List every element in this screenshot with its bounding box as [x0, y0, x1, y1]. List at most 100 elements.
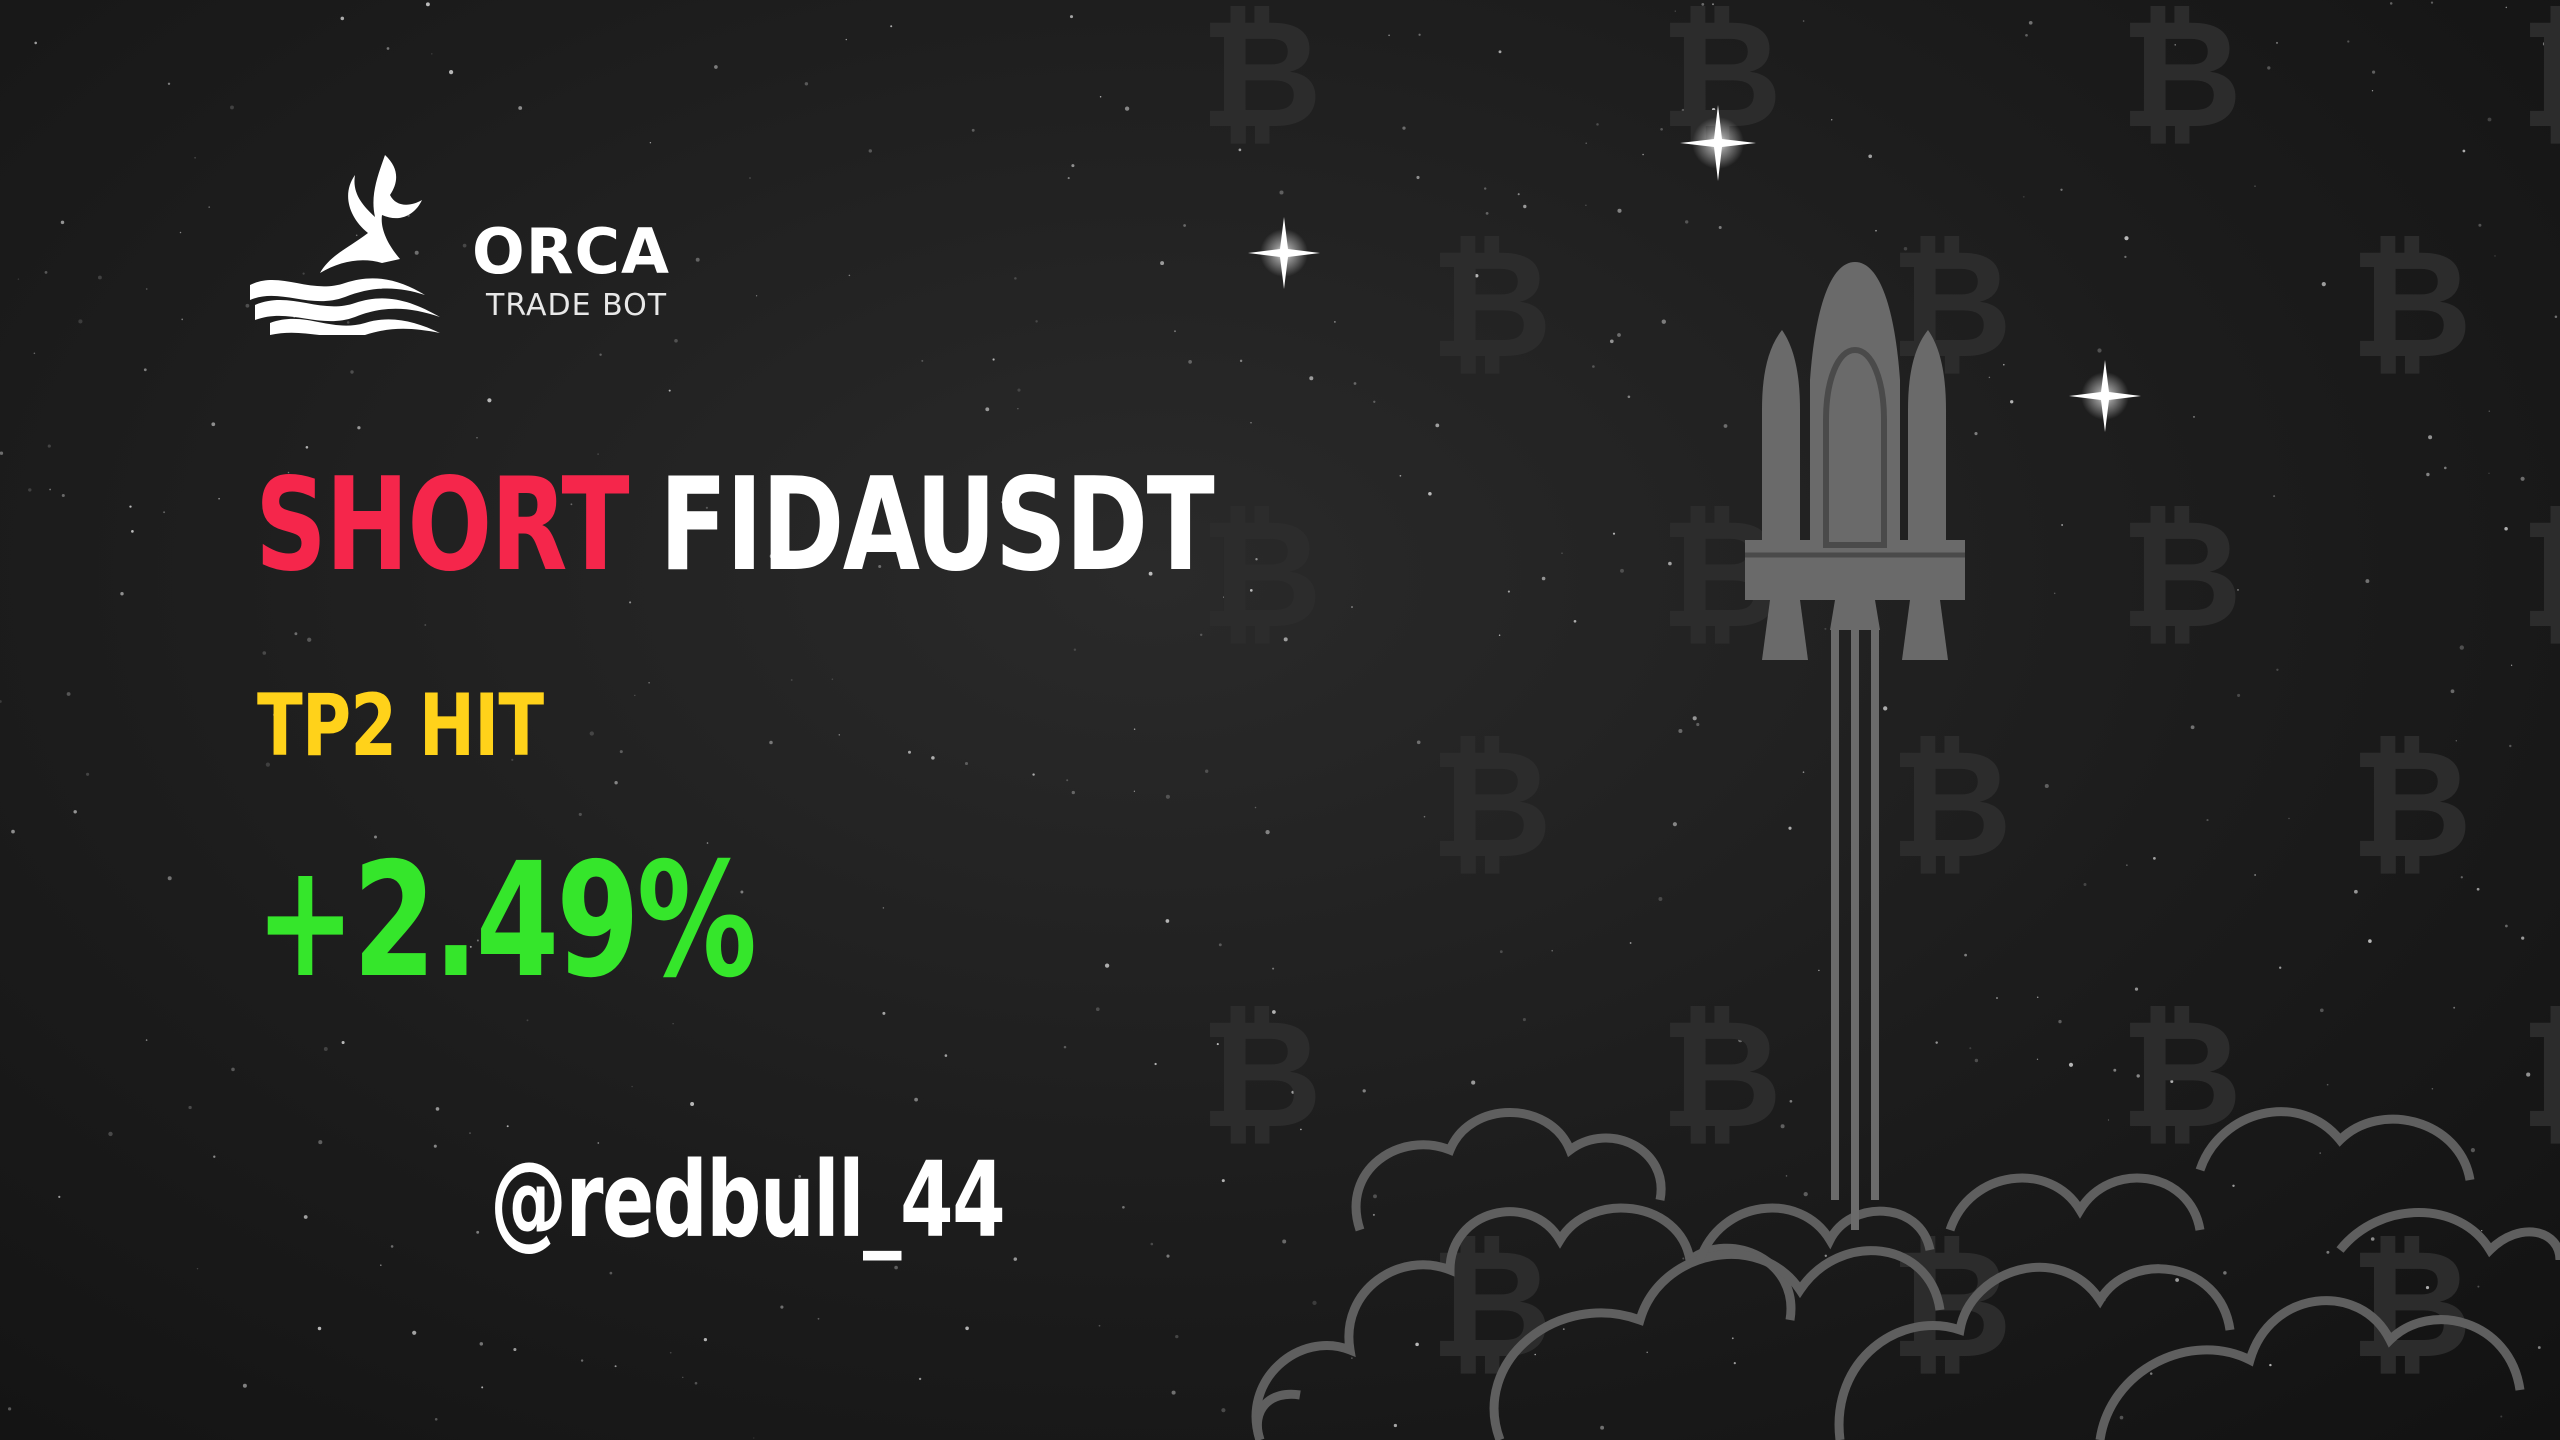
- star-dot: [1013, 1257, 1018, 1261]
- star-dot: [2223, 1271, 2227, 1275]
- star-dot: [2372, 70, 2376, 74]
- bitcoin-icon: ₿: [1430, 218, 1553, 392]
- star-dot: [0, 700, 2, 703]
- star-dot: [469, 1132, 471, 1134]
- star-dot: [1712, 3, 1714, 6]
- star-dot: [2254, 185, 2256, 187]
- star-dot: [194, 156, 196, 159]
- star-dot: [2371, 90, 2374, 92]
- star-dot: [695, 257, 700, 262]
- bitcoin-icon: ₿: [2520, 1000, 2560, 1150]
- star-dot: [307, 637, 312, 642]
- star-dot: [1150, 1242, 1154, 1246]
- star-dot: [355, 234, 358, 237]
- star-dot: [1265, 829, 1270, 835]
- star-dot: [985, 407, 990, 412]
- star-dot: [2113, 1068, 2117, 1072]
- bitcoin-icon: ₿: [2520, 0, 2560, 150]
- star-dot: [1418, 33, 1421, 36]
- star-dot: [1294, 1097, 1298, 1100]
- star-dot: [1658, 897, 1663, 901]
- star-dot: [1221, 1179, 1225, 1183]
- star-dot: [798, 1175, 802, 1178]
- star-dot: [120, 592, 124, 596]
- star-dot: [1067, 177, 1070, 180]
- star-dot: [1474, 273, 1479, 278]
- star-dot: [2428, 435, 2433, 440]
- star-dot: [2025, 33, 2028, 37]
- star-dot: [1399, 474, 1402, 477]
- star-dot: [167, 876, 172, 881]
- star-dot: [2237, 589, 2239, 591]
- star-dot: [1883, 706, 1888, 711]
- bitcoin-icon: ₿: [2120, 488, 2243, 662]
- star-dot: [2254, 874, 2256, 876]
- bitcoin-icon: ₿: [1890, 218, 2013, 392]
- signal-headline: SHORT FIDAUSDT: [255, 462, 1215, 590]
- star-dot: [2083, 883, 2087, 886]
- star-dot: [2462, 149, 2466, 153]
- star-dot: [1216, 1043, 1219, 1046]
- star-dot: [231, 1067, 235, 1072]
- star-dot: [218, 497, 220, 500]
- orca-logo: ORCA TRADE BOT: [250, 155, 690, 335]
- star-dot: [1723, 424, 1728, 428]
- star-dot: [469, 945, 472, 948]
- star-dot: [1165, 919, 1170, 923]
- star-dot: [619, 750, 623, 754]
- star-dot: [476, 437, 478, 439]
- star-dot: [487, 398, 492, 403]
- star-dot: [2476, 887, 2480, 891]
- star-dot: [73, 810, 77, 814]
- star-dot: [1789, 1099, 1793, 1103]
- star-dot: [350, 370, 354, 374]
- star-dot: [17, 278, 20, 280]
- star-dot: [668, 389, 671, 392]
- star-dot: [167, 82, 171, 86]
- star-dot: [425, 2, 430, 7]
- star-dot: [2267, 66, 2271, 70]
- star-dot: [631, 1085, 633, 1088]
- star-dot: [1014, 277, 1017, 280]
- bitcoin-icon: ₿: [1200, 488, 1323, 662]
- star-dot: [302, 272, 305, 275]
- star-dot: [518, 106, 523, 110]
- star-dot: [1464, 815, 1466, 817]
- star-dot: [769, 554, 774, 559]
- star-dot: [2061, 524, 2063, 526]
- star-dot: [129, 505, 132, 508]
- star-dot: [2276, 668, 2279, 671]
- bitcoin-icon: ₿: [1890, 1218, 2013, 1392]
- star-dot: [1133, 728, 1136, 730]
- bitcoin-icon: ₿: [1890, 718, 2013, 892]
- star-dot: [2153, 857, 2156, 860]
- star-dot: [1071, 164, 1075, 168]
- star-dot: [476, 939, 479, 942]
- star-dot: [2455, 740, 2457, 742]
- star-dot: [868, 149, 872, 153]
- brand-tagline: TRADE BOT: [486, 288, 668, 323]
- star-dot: [431, 53, 433, 55]
- star-dot: [682, 1376, 684, 1378]
- star-dot: [706, 842, 709, 844]
- star-dot: [2010, 400, 2014, 404]
- star-dot: [303, 1215, 308, 1219]
- star-dot: [1674, 10, 1676, 12]
- star-dot: [648, 681, 650, 684]
- star-dot: [2536, 612, 2541, 618]
- star-dot: [2119, 1415, 2124, 1420]
- star-dot: [2326, 1083, 2329, 1086]
- star-dot: [1066, 779, 1069, 782]
- star-dot: [2136, 1074, 2140, 1078]
- star-dot: [1541, 576, 1546, 581]
- star-dot: [33, 352, 36, 355]
- star-dot: [2036, 996, 2039, 998]
- star-dot: [2521, 936, 2525, 940]
- star-dot: [1303, 593, 1308, 598]
- star-dot: [2269, 1363, 2272, 1367]
- star-dot: [1423, 815, 1426, 818]
- star-dot: [340, 16, 345, 21]
- star-dot: [47, 444, 51, 448]
- star-dot: [1612, 532, 1616, 535]
- star-dot: [481, 1386, 484, 1389]
